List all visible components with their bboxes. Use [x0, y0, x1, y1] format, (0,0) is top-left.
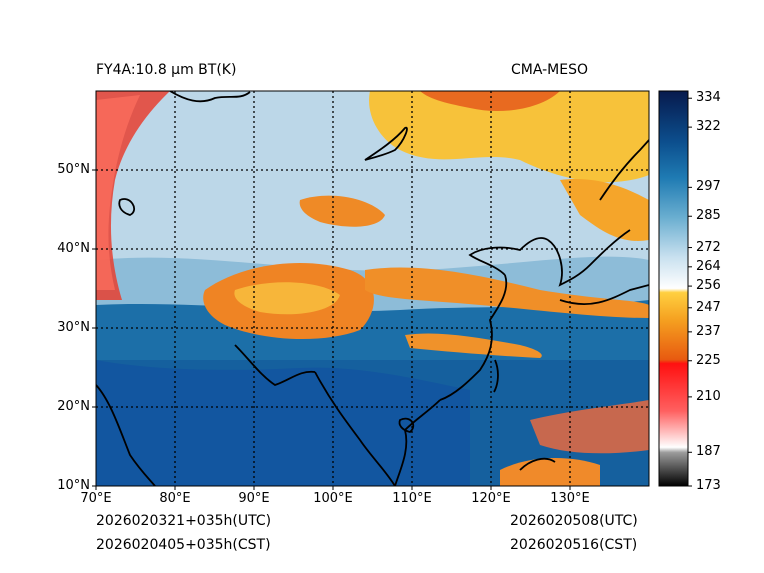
lon-label: 130°E: [550, 491, 590, 506]
colorbar-tick-label: 285: [696, 208, 721, 224]
colorbar-tick-marks: [688, 97, 692, 487]
lat-label: 50°N: [57, 162, 90, 177]
colorbar-tick-label: 187: [696, 444, 721, 460]
colorbar-tick-label: 210: [696, 388, 721, 404]
lon-label: 120°E: [471, 491, 511, 506]
data-source: CMA-MESO: [511, 62, 589, 78]
colorbar-tick-label: 264: [696, 258, 721, 274]
lon-label: 70°E: [80, 491, 112, 506]
axis-ticks: [92, 169, 571, 490]
coastlines: [96, 91, 649, 486]
lat-label: 30°N: [57, 320, 90, 335]
colorbar-frame: [658, 90, 689, 487]
init-time-cst: 2026020405+035h(CST): [96, 537, 271, 553]
lat-label: 20°N: [57, 399, 90, 414]
valid-time-utc: 2026020508(UTC): [510, 513, 638, 529]
colorbar-tick-label: 247: [696, 299, 721, 315]
lon-label: 100°E: [313, 491, 353, 506]
brightness-temperature-field: [96, 91, 649, 486]
colorbar: [659, 91, 688, 486]
valid-time-cst: 2026020516(CST): [510, 537, 638, 553]
colorbar-tick-label: 173: [696, 478, 721, 493]
colorbar-tick-label: 225: [696, 352, 721, 368]
lat-label: 40°N: [57, 241, 90, 256]
lon-label: 90°E: [238, 491, 270, 506]
graticule: [96, 91, 649, 486]
colorbar-tick-label: 297: [696, 179, 721, 195]
init-time-utc: 2026020321+035h(UTC): [96, 513, 272, 529]
colorbar-tick-label: 322: [696, 119, 721, 135]
colorbar-tick-label: 256: [696, 278, 721, 294]
colorbar-tick-label: 237: [696, 323, 721, 339]
map-frame: [95, 90, 650, 487]
lon-label: 80°E: [159, 491, 191, 506]
lat-label: 10°N: [57, 478, 90, 493]
colorbar-tick-label: 334: [696, 90, 721, 106]
colorbar-tick-label: 272: [696, 239, 721, 255]
lon-label: 110°E: [392, 491, 432, 506]
map-title: FY4A:10.8 µm BT(K): [96, 62, 237, 78]
